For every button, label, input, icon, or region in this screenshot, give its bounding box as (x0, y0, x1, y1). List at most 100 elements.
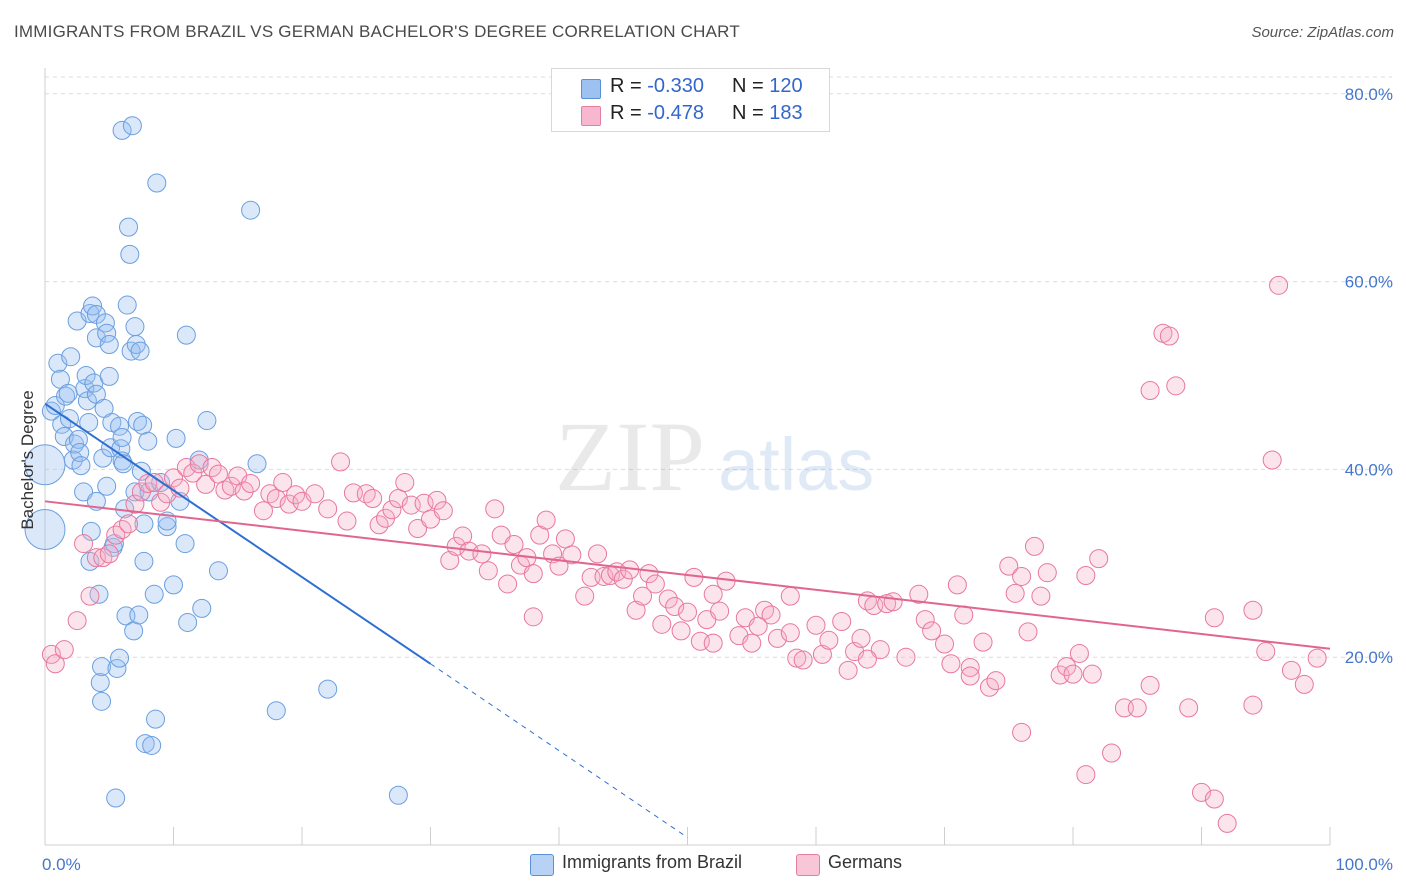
brazil-point (99, 366, 119, 386)
germans-point (1262, 450, 1282, 470)
germans-point (241, 473, 261, 493)
germans-point (1179, 698, 1199, 718)
brazil-point (24, 444, 66, 486)
bottom-legend-swatch-brazil (530, 854, 554, 876)
germans-point (575, 586, 595, 606)
germans-point (1243, 600, 1263, 620)
brazil-point (54, 427, 74, 447)
germans-point (780, 586, 800, 606)
legend-r-value: -0.330 (647, 75, 704, 97)
brazil-point (175, 534, 195, 554)
legend-n-label: N = (732, 75, 770, 97)
brazil-point (93, 448, 113, 468)
germans-point (472, 544, 492, 564)
germans-point (99, 544, 119, 564)
brazil-point (56, 386, 76, 406)
brazil-point (144, 584, 164, 604)
germans-point (761, 605, 781, 625)
germans-point (382, 500, 402, 520)
germans-point (1256, 642, 1276, 662)
watermark-zip: ZIP (555, 401, 705, 512)
stats-legend: R = -0.330 N = 120 R = -0.478 N = 183 (551, 68, 830, 132)
bottom-legend-label-germans: Germans (828, 852, 903, 872)
brazil-point (81, 521, 101, 541)
germans-point (67, 611, 87, 631)
germans-point (1018, 622, 1038, 642)
axes (44, 68, 1331, 846)
germans-point (504, 535, 524, 555)
germans-point (947, 575, 967, 595)
germans-point (1063, 664, 1083, 684)
brazil-point (58, 383, 78, 403)
series-germans (41, 275, 1327, 833)
brazil-point (129, 605, 149, 625)
germans-point (74, 534, 94, 554)
germans-point (1281, 660, 1301, 680)
brazil-point (120, 244, 140, 264)
legend-r-value: -0.478 (647, 102, 704, 124)
germans-point (703, 584, 723, 604)
brazil-point (318, 679, 338, 699)
germans-point (1037, 563, 1057, 583)
brazil-point (80, 304, 100, 324)
germans-point (626, 600, 646, 620)
brazil-point (197, 411, 217, 431)
germans-point (1057, 657, 1077, 677)
germans-point (665, 596, 685, 616)
y-tick-label: 60.0% (1345, 273, 1393, 292)
brazil-point (97, 476, 117, 496)
brazil-point (124, 621, 144, 641)
germans-point (613, 569, 633, 589)
brazil-point (61, 347, 81, 367)
brazil-point (117, 295, 137, 315)
germans-point (954, 605, 974, 625)
brazil-point (178, 612, 198, 632)
germans-point (819, 630, 839, 650)
germans-point (363, 489, 383, 508)
germans-point (960, 666, 980, 686)
germans-point (119, 514, 139, 534)
germans-point (671, 621, 691, 641)
brazil-point (133, 415, 153, 435)
germans-point (183, 463, 203, 483)
legend-swatch-brazil (581, 79, 601, 99)
brazil-point (97, 323, 117, 343)
germans-point (1294, 674, 1314, 694)
germans-point (793, 650, 813, 670)
y-tick-label: 80.0% (1345, 85, 1393, 104)
brazil-point (112, 427, 132, 447)
germans-point (80, 586, 100, 606)
germans-point (703, 633, 723, 653)
brazil-point (112, 120, 132, 140)
germans-point (555, 529, 575, 549)
legend-n-value: 183 (769, 102, 803, 124)
germans-point (189, 454, 209, 474)
germans-point (935, 634, 954, 654)
germans-point (806, 615, 826, 635)
brazil-point (134, 514, 154, 534)
germans-point (1031, 586, 1051, 606)
germans-point (1076, 566, 1096, 585)
germans-point (1012, 566, 1032, 586)
brazil-trend-extension (430, 663, 688, 838)
germans-point (742, 633, 762, 653)
brazil-point (74, 482, 94, 502)
germans-point (780, 623, 800, 643)
germans-point (973, 632, 993, 652)
legend-r-label: R = (610, 75, 648, 97)
germans-point (45, 654, 65, 674)
bottom-legend-swatch-germans (796, 854, 820, 876)
brazil-point (122, 116, 142, 136)
germans-point (645, 574, 665, 594)
brazil-point (157, 517, 177, 537)
brazil-point (99, 335, 119, 354)
germans-point (273, 473, 293, 493)
germans-point (838, 660, 858, 680)
germans-point (562, 545, 582, 565)
germans-point (909, 584, 929, 604)
y-tick-label: 20.0% (1345, 648, 1393, 667)
brazil-point (119, 217, 139, 237)
tick-labels: 20.0% 40.0% 60.0% 80.0% 0.0% 100.0% (42, 85, 1393, 874)
brazil-point (146, 709, 166, 729)
germans-point (832, 612, 852, 632)
